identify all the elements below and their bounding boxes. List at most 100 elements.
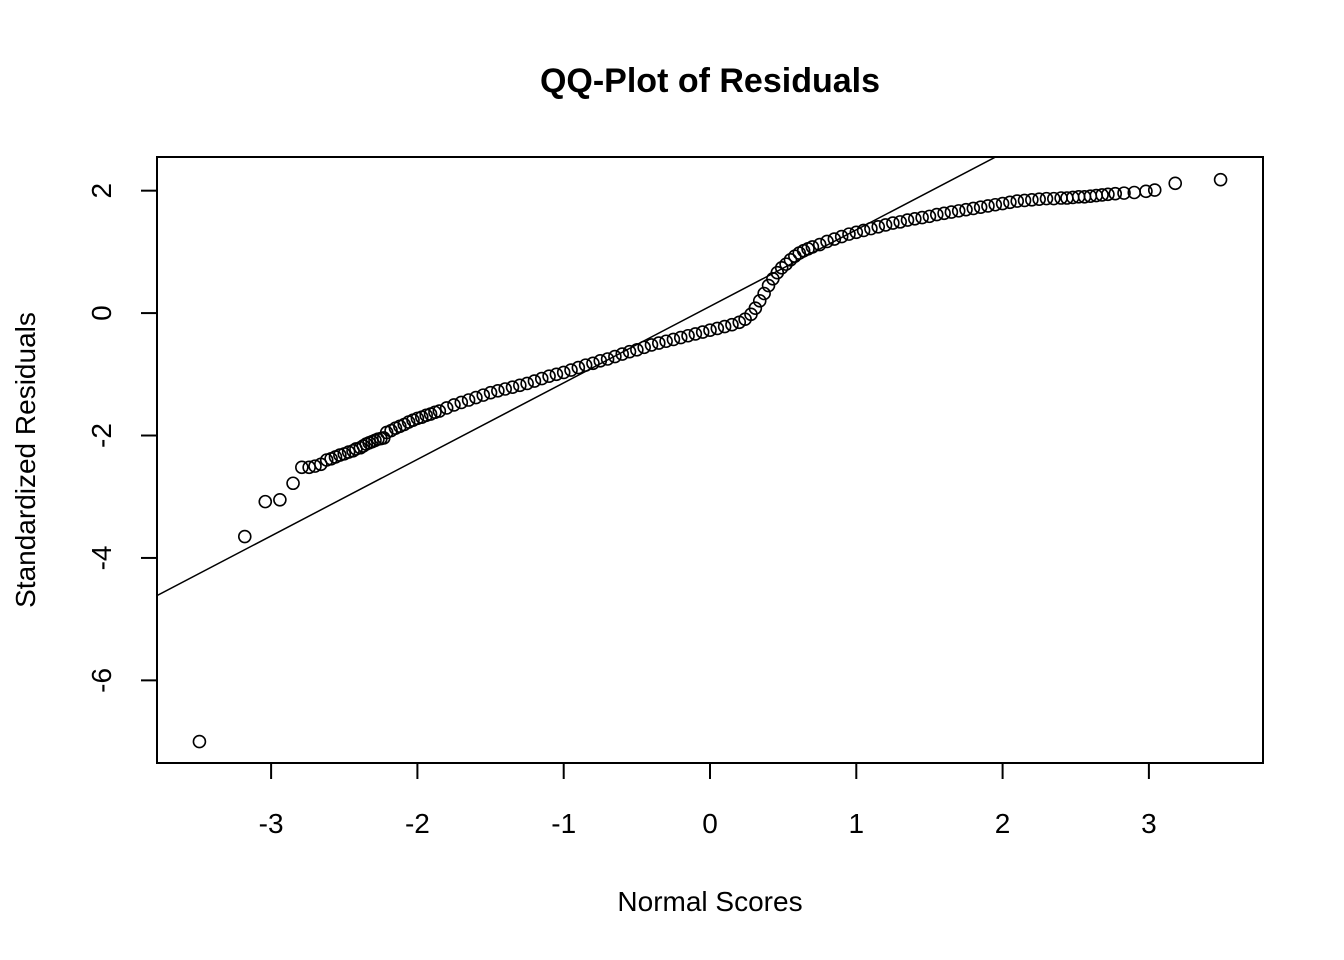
data-point bbox=[774, 260, 789, 275]
y-axis: -6 -4 -2 0 2 bbox=[86, 183, 158, 693]
data-point bbox=[995, 196, 1010, 211]
data-point bbox=[900, 213, 915, 227]
data-point bbox=[622, 344, 637, 359]
data-point bbox=[752, 294, 767, 308]
data-point bbox=[922, 209, 937, 224]
data-point bbox=[908, 212, 922, 226]
data-point bbox=[644, 338, 659, 352]
data-point bbox=[491, 384, 505, 398]
data-point bbox=[959, 202, 973, 217]
data-point bbox=[864, 221, 878, 236]
data-point bbox=[937, 206, 951, 221]
data-point bbox=[951, 204, 966, 218]
data-point bbox=[893, 215, 907, 229]
data-point bbox=[273, 492, 287, 507]
data-point bbox=[615, 347, 630, 361]
x-tick-label: 2 bbox=[995, 808, 1011, 839]
data-point bbox=[725, 317, 739, 332]
x-tick-label: 1 bbox=[849, 808, 865, 839]
data-point bbox=[1168, 176, 1183, 191]
x-axis: -3 -2 -1 0 1 2 3 bbox=[259, 762, 1157, 839]
data-point bbox=[659, 334, 673, 349]
data-point bbox=[812, 237, 827, 252]
data-point bbox=[469, 390, 483, 405]
data-point bbox=[454, 395, 469, 410]
y-tick-label: 0 bbox=[86, 305, 117, 321]
data-point bbox=[973, 200, 988, 214]
data-point bbox=[237, 529, 252, 544]
data-point bbox=[1046, 191, 1061, 206]
data-point bbox=[842, 227, 856, 241]
data-point bbox=[308, 459, 322, 473]
data-point bbox=[688, 327, 703, 341]
y-axis-label: Standardized Residuals bbox=[10, 312, 41, 608]
data-points bbox=[192, 172, 1228, 749]
data-point bbox=[432, 404, 447, 418]
data-point bbox=[1025, 193, 1039, 207]
data-point bbox=[461, 393, 476, 407]
data-point bbox=[820, 234, 834, 249]
data-point bbox=[779, 257, 793, 271]
data-point bbox=[447, 398, 461, 412]
x-tick-label: -2 bbox=[405, 808, 430, 839]
data-point bbox=[286, 476, 300, 491]
data-point bbox=[556, 365, 571, 380]
data-point bbox=[600, 352, 615, 366]
y-tick-label: -4 bbox=[86, 545, 117, 570]
data-point bbox=[827, 232, 842, 246]
data-point bbox=[871, 219, 886, 234]
data-point bbox=[849, 225, 864, 240]
data-point bbox=[578, 358, 593, 372]
data-point bbox=[757, 286, 771, 301]
data-point bbox=[944, 205, 959, 219]
data-point bbox=[192, 734, 207, 749]
data-point bbox=[966, 201, 981, 216]
data-point bbox=[439, 401, 454, 415]
data-point bbox=[630, 343, 644, 357]
data-point bbox=[549, 367, 564, 382]
data-point bbox=[520, 376, 534, 391]
data-point bbox=[571, 360, 586, 375]
data-point bbox=[666, 332, 681, 347]
data-point bbox=[1010, 194, 1025, 208]
data-point bbox=[1095, 188, 1109, 202]
data-point bbox=[593, 354, 608, 368]
data-point bbox=[915, 210, 929, 225]
data-point bbox=[886, 216, 900, 230]
x-tick-label: -3 bbox=[259, 808, 284, 839]
data-point bbox=[748, 301, 763, 315]
x-tick-label: -1 bbox=[551, 808, 576, 839]
data-point bbox=[476, 388, 491, 402]
data-point bbox=[856, 223, 871, 238]
data-point bbox=[637, 340, 651, 355]
y-tick-label: -2 bbox=[86, 423, 117, 448]
data-point bbox=[542, 369, 556, 383]
data-point bbox=[258, 494, 273, 509]
data-point bbox=[988, 197, 1003, 212]
plot-frame bbox=[156, 156, 1264, 764]
data-point bbox=[1032, 192, 1046, 207]
data-point bbox=[834, 229, 849, 244]
data-point bbox=[1101, 187, 1115, 202]
data-point bbox=[929, 207, 944, 222]
data-point bbox=[878, 218, 893, 232]
data-point bbox=[534, 371, 549, 386]
data-point bbox=[710, 321, 725, 336]
data-point bbox=[681, 328, 695, 343]
data-point bbox=[1039, 191, 1054, 206]
x-axis-label: Normal Scores bbox=[617, 886, 802, 917]
data-point bbox=[483, 385, 498, 400]
data-point bbox=[608, 349, 622, 364]
x-tick-label: 0 bbox=[702, 808, 718, 839]
y-tick-label: -6 bbox=[86, 668, 117, 693]
data-point bbox=[783, 253, 798, 267]
data-point bbox=[527, 374, 542, 388]
data-point bbox=[703, 323, 717, 338]
data-point bbox=[513, 378, 527, 393]
x-tick-label: 3 bbox=[1141, 808, 1157, 839]
data-point bbox=[586, 356, 600, 371]
data-point bbox=[761, 278, 776, 293]
data-point bbox=[695, 325, 710, 339]
data-point bbox=[805, 240, 820, 254]
